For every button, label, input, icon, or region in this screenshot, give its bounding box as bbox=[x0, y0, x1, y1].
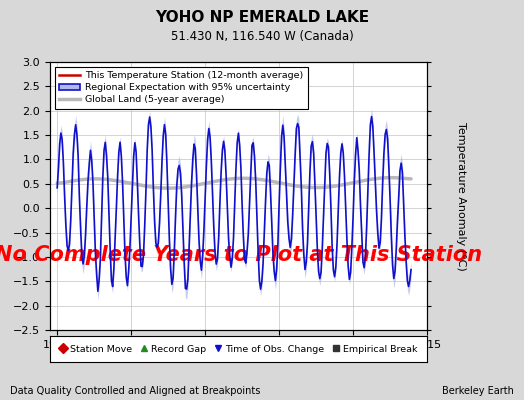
Legend: This Temperature Station (12-month average), Regional Expectation with 95% uncer: This Temperature Station (12-month avera… bbox=[54, 67, 308, 109]
Text: YOHO NP EMERALD LAKE: YOHO NP EMERALD LAKE bbox=[155, 10, 369, 25]
Text: Data Quality Controlled and Aligned at Breakpoints: Data Quality Controlled and Aligned at B… bbox=[10, 386, 261, 396]
Text: Berkeley Earth: Berkeley Earth bbox=[442, 386, 514, 396]
Legend: Station Move, Record Gap, Time of Obs. Change, Empirical Break: Station Move, Record Gap, Time of Obs. C… bbox=[56, 342, 421, 356]
Text: 51.430 N, 116.540 W (Canada): 51.430 N, 116.540 W (Canada) bbox=[171, 30, 353, 43]
Text: No Complete Years to Plot at This Station: No Complete Years to Plot at This Statio… bbox=[0, 245, 482, 265]
Y-axis label: Temperature Anomaly (°C): Temperature Anomaly (°C) bbox=[455, 122, 465, 270]
